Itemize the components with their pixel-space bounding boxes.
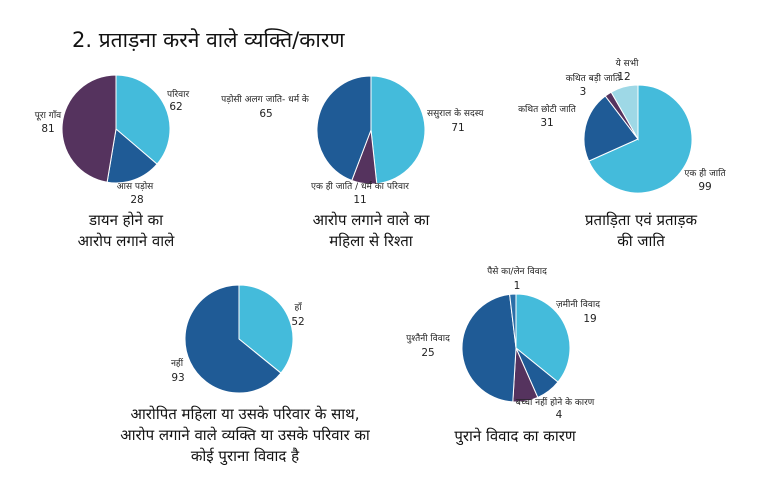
slice-value: 52 xyxy=(291,316,304,328)
slice-label: कथित बड़ी जाति xyxy=(566,72,621,84)
slice-label: पूरा गाँव xyxy=(35,109,62,121)
pie-slice xyxy=(184,284,282,394)
slice-label: ये सभी xyxy=(616,57,639,69)
chart-caption-line: पुराने विवाद का कारण xyxy=(454,427,576,445)
slice-value: 12 xyxy=(617,71,630,83)
slice-label: परिवार xyxy=(167,88,189,100)
slice-label: हाँ xyxy=(294,301,302,313)
pie-slice xyxy=(370,75,426,185)
pie-chart-2 xyxy=(316,75,426,185)
slice-value: 93 xyxy=(171,372,184,384)
pie-slice xyxy=(610,84,639,141)
chart-caption-line: की जाति xyxy=(617,232,665,250)
slice-label: नहीं xyxy=(171,357,184,369)
slice-label: पुश्तैनी विवाद xyxy=(406,332,450,344)
slice-value: 28 xyxy=(130,194,143,206)
chart-caption-line: प्रताड़िता एवं प्रताड़क xyxy=(584,211,697,229)
pie-slice xyxy=(115,74,171,165)
slice-value: 31 xyxy=(540,117,553,129)
chart-caption: आरोपित महिला या उसके परिवार के साथ, आरोप … xyxy=(100,404,390,467)
slice-label: कथित छोटी जाति xyxy=(518,103,577,115)
pie-slice xyxy=(583,95,639,162)
pie-slice xyxy=(509,293,517,349)
chart-caption: आरोप लगाने वाले का महिला से रिश्ता xyxy=(286,210,456,252)
slice-label: आस पड़ोस xyxy=(117,180,154,192)
slice-value: 65 xyxy=(259,108,272,120)
pie-chart-5 xyxy=(461,293,571,403)
slice-value: 1 xyxy=(514,280,521,292)
chart-caption-line: कोई पुराना विवाद है xyxy=(190,447,300,465)
slice-value: 25 xyxy=(421,347,434,359)
slice-value: 3 xyxy=(580,86,587,98)
slice-label: पड़ोसी अलग जाति- धर्म के xyxy=(221,93,310,105)
chart-caption: पुराने विवाद का कारण xyxy=(420,426,610,447)
chart-caption: प्रताड़िता एवं प्रताड़क की जाति xyxy=(556,210,726,252)
chart-caption-line: आरोप लगाने वाले xyxy=(77,232,175,250)
pie-slice xyxy=(588,84,693,194)
chart-caption: डायन होने का आरोप लगाने वाले xyxy=(66,210,186,252)
slice-label: पैसे का/लेन विवाद xyxy=(487,265,547,277)
slice-label: बच्चा नहीं होने के कारण xyxy=(516,396,595,408)
pie-chart-1 xyxy=(61,74,171,184)
chart-caption-line: आरोप लगाने वाले व्यक्ति या उसके परिवार क… xyxy=(120,426,370,444)
chart-caption-line: आरोपित महिला या उसके परिवार के साथ, xyxy=(130,405,360,423)
chart-caption-line: महिला से रिश्ता xyxy=(329,232,413,250)
chart-caption-line: आरोप लगाने वाले का xyxy=(312,211,430,229)
slice-value: 99 xyxy=(698,181,711,193)
slice-label: ससुराल के सदस्य xyxy=(427,107,484,119)
slice-value: 71 xyxy=(451,122,464,134)
chart-caption-line: डायन होने का xyxy=(88,211,164,229)
page-title: 2. प्रताड़ना करने वाले व्यक्ति/कारण xyxy=(72,28,345,52)
slice-label: ज़मीनी विवाद xyxy=(556,298,600,310)
slice-label: एक ही जाति / धर्म का परिवार xyxy=(311,180,409,192)
pie-slice xyxy=(515,293,571,383)
slice-value: 62 xyxy=(169,101,182,113)
pie-chart-4 xyxy=(184,284,294,394)
pie-slice xyxy=(106,128,158,184)
pie-slice xyxy=(316,75,372,182)
pie-chart-3 xyxy=(583,84,693,194)
pie-slice xyxy=(238,284,294,374)
slice-label: एक ही जाति xyxy=(684,167,726,179)
slice-value: 4 xyxy=(556,409,563,421)
pie-slice xyxy=(461,293,517,403)
slice-value: 11 xyxy=(353,194,366,206)
slice-value: 19 xyxy=(583,313,596,325)
slice-value: 81 xyxy=(41,123,54,135)
pie-slice xyxy=(61,74,117,183)
